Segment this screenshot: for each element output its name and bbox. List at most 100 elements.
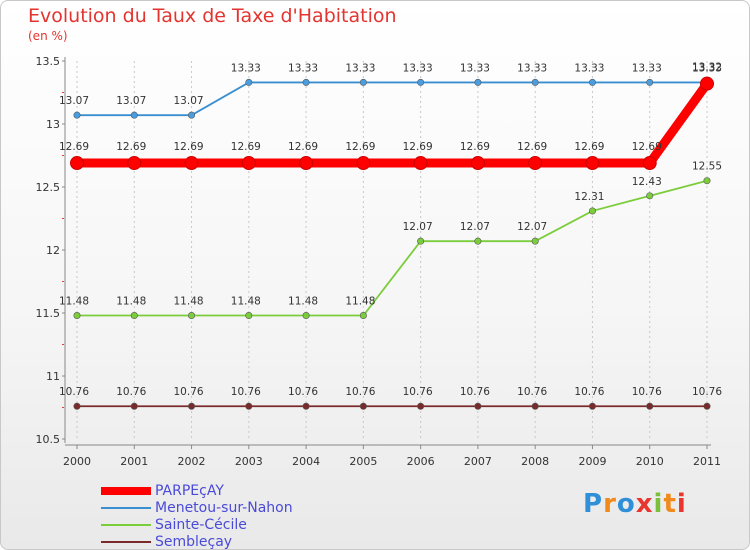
legend-swatch: [101, 524, 151, 526]
x-tick-label: 2005: [349, 455, 377, 468]
data-point-menetou-sur-nahon: [417, 78, 425, 86]
data-label-semble-ay: 10.76: [116, 386, 146, 398]
data-point-sainte-c-cile: [531, 237, 539, 245]
data-point-sainte-c-cile: [703, 177, 711, 185]
y-tick-label: 13.5: [36, 55, 61, 68]
data-label-menetou-sur-nahon: 13.33: [692, 62, 722, 74]
data-point-menetou-sur-nahon: [588, 78, 596, 86]
data-point-menetou-sur-nahon: [646, 78, 654, 86]
data-label-sainte-c-cile: 11.48: [288, 296, 318, 308]
y-tick-label: 10.5: [36, 433, 61, 446]
data-label-parpe-ay: 12.69: [345, 141, 375, 153]
data-point-parpe-ay: [241, 156, 256, 171]
data-label-semble-ay: 10.76: [574, 386, 604, 398]
data-label-menetou-sur-nahon: 13.07: [116, 95, 146, 107]
series-line-menetou-sur-nahon: [76, 81, 708, 117]
data-label-semble-ay: 10.76: [403, 386, 433, 398]
data-label-sainte-c-cile: 11.48: [231, 296, 261, 308]
series-layer: [70, 76, 714, 410]
data-label-sainte-c-cile: 11.48: [116, 296, 146, 308]
data-label-menetou-sur-nahon: 13.33: [345, 62, 375, 74]
logo-letter: o: [616, 489, 636, 519]
data-label-semble-ay: 10.76: [517, 386, 547, 398]
axes: 10.5 11 11.5 12 12.5 13 13.5 2000 2001 2002 2003 20…: [36, 55, 722, 468]
data-label-parpe-ay: 13.32: [692, 62, 722, 74]
data-point-sainte-c-cile: [474, 237, 482, 245]
data-label-menetou-sur-nahon: 13.33: [574, 62, 604, 74]
data-label-parpe-ay: 12.69: [574, 141, 604, 153]
data-point-semble-ay: [302, 402, 310, 410]
y-tick-label: 11: [46, 370, 60, 383]
y-tick-label: 13: [46, 118, 60, 131]
y-tick-label: 12: [46, 244, 60, 257]
data-label-menetou-sur-nahon: 13.33: [632, 62, 662, 74]
data-label-sainte-c-cile: 12.07: [460, 221, 490, 233]
data-point-parpe-ay: [127, 156, 142, 171]
series-line-parpe-ay: [72, 79, 712, 168]
x-tick-label: 2009: [578, 455, 606, 468]
data-point-parpe-ay: [356, 156, 371, 171]
data-point-sainte-c-cile: [417, 237, 425, 245]
data-label-sainte-c-cile: 12.07: [403, 221, 433, 233]
data-label-parpe-ay: 12.69: [460, 141, 490, 153]
x-tick-label: 2010: [636, 455, 664, 468]
x-tick-label: 2004: [292, 455, 320, 468]
data-point-semble-ay: [531, 402, 539, 410]
data-point-semble-ay: [474, 402, 482, 410]
data-label-menetou-sur-nahon: 13.07: [174, 95, 204, 107]
legend-swatch: [101, 541, 151, 543]
x-tick-label: 2003: [235, 455, 263, 468]
data-point-sainte-c-cile: [73, 312, 81, 320]
x-tick-label: 2007: [464, 455, 492, 468]
legend-label: Sainte-Cécile: [155, 517, 247, 533]
x-tick-label: 2008: [521, 455, 549, 468]
data-label-semble-ay: 10.76: [632, 386, 662, 398]
data-label-menetou-sur-nahon: 13.33: [460, 62, 490, 74]
data-point-parpe-ay: [528, 156, 543, 171]
data-point-parpe-ay: [470, 156, 485, 171]
data-labels: 12.69 12.69 12.69 12.69 12.69 12.69 12.69 12.69…: [59, 62, 722, 399]
data-point-menetou-sur-nahon: [73, 111, 81, 119]
legend-label: PARPEçAY: [155, 483, 224, 499]
data-point-menetou-sur-nahon: [245, 78, 253, 86]
legend-swatch: [101, 487, 151, 495]
data-point-semble-ay: [588, 402, 596, 410]
data-label-sainte-c-cile: 12.55: [692, 161, 722, 173]
data-point-sainte-c-cile: [588, 207, 596, 215]
data-point-semble-ay: [73, 402, 81, 410]
data-point-semble-ay: [703, 402, 711, 410]
series-line-sainte-c-cile: [76, 179, 708, 317]
data-point-sainte-c-cile: [245, 312, 253, 320]
data-point-menetou-sur-nahon: [359, 78, 367, 86]
grid-lines: [76, 61, 708, 439]
data-label-sainte-c-cile: 11.48: [59, 296, 89, 308]
data-point-menetou-sur-nahon: [302, 78, 310, 86]
data-label-semble-ay: 10.76: [692, 386, 722, 398]
logo-letter: x: [635, 489, 654, 519]
x-tick-label: 2006: [407, 455, 435, 468]
y-tick-label: 11.5: [36, 307, 61, 320]
data-label-menetou-sur-nahon: 13.33: [231, 62, 261, 74]
x-tick-label: 2001: [120, 455, 148, 468]
logo-letter: P: [583, 489, 604, 519]
data-label-sainte-c-cile: 12.07: [517, 221, 547, 233]
data-label-parpe-ay: 12.69: [517, 141, 547, 153]
data-point-semble-ay: [646, 402, 654, 410]
data-point-parpe-ay: [700, 76, 714, 91]
data-point-sainte-c-cile: [359, 312, 367, 320]
data-point-sainte-c-cile: [130, 312, 138, 320]
legend-swatch: [101, 507, 151, 509]
data-label-semble-ay: 10.76: [174, 386, 204, 398]
data-label-sainte-c-cile: 12.43: [632, 176, 662, 188]
y-tick-label: 12.5: [36, 181, 61, 194]
logo-letter: i: [653, 489, 664, 519]
chart-subtitle: (en %): [28, 29, 68, 43]
data-point-sainte-c-cile: [188, 312, 196, 320]
data-label-parpe-ay: 12.69: [59, 141, 89, 153]
data-point-sainte-c-cile: [302, 312, 310, 320]
data-point-semble-ay: [188, 402, 196, 410]
data-label-parpe-ay: 12.69: [174, 141, 204, 153]
logo-letter: r: [603, 489, 617, 519]
